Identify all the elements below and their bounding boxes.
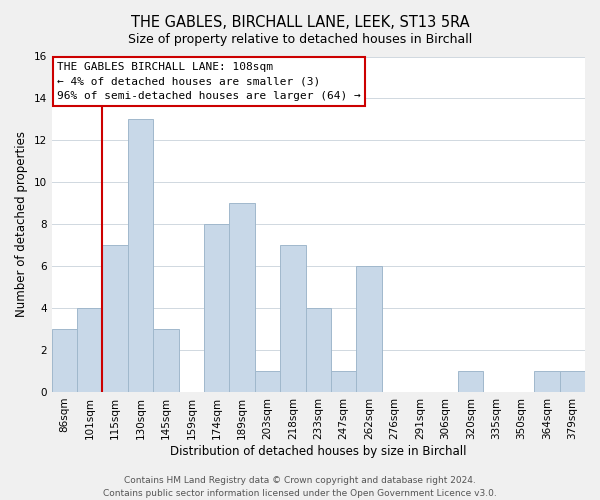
Bar (103, 245, 128, 392)
Bar (52, 329, 77, 392)
Bar (458, 371, 484, 392)
Bar (305, 308, 331, 392)
Bar (153, 329, 179, 392)
Bar (356, 266, 382, 392)
X-axis label: Distribution of detached houses by size in Birchall: Distribution of detached houses by size … (170, 444, 467, 458)
Text: Contains HM Land Registry data © Crown copyright and database right 2024.
Contai: Contains HM Land Registry data © Crown c… (103, 476, 497, 498)
Bar (128, 120, 153, 392)
Bar (255, 371, 280, 392)
Bar (331, 371, 356, 392)
Text: THE GABLES BIRCHALL LANE: 108sqm
← 4% of detached houses are smaller (3)
96% of : THE GABLES BIRCHALL LANE: 108sqm ← 4% of… (57, 62, 361, 101)
Bar (204, 224, 229, 392)
Text: Size of property relative to detached houses in Birchall: Size of property relative to detached ho… (128, 32, 472, 46)
Bar (560, 371, 585, 392)
Bar (534, 371, 560, 392)
Bar (229, 204, 255, 392)
Y-axis label: Number of detached properties: Number of detached properties (15, 131, 28, 317)
Text: THE GABLES, BIRCHALL LANE, LEEK, ST13 5RA: THE GABLES, BIRCHALL LANE, LEEK, ST13 5R… (131, 15, 469, 30)
Bar (280, 245, 305, 392)
Bar (77, 308, 103, 392)
